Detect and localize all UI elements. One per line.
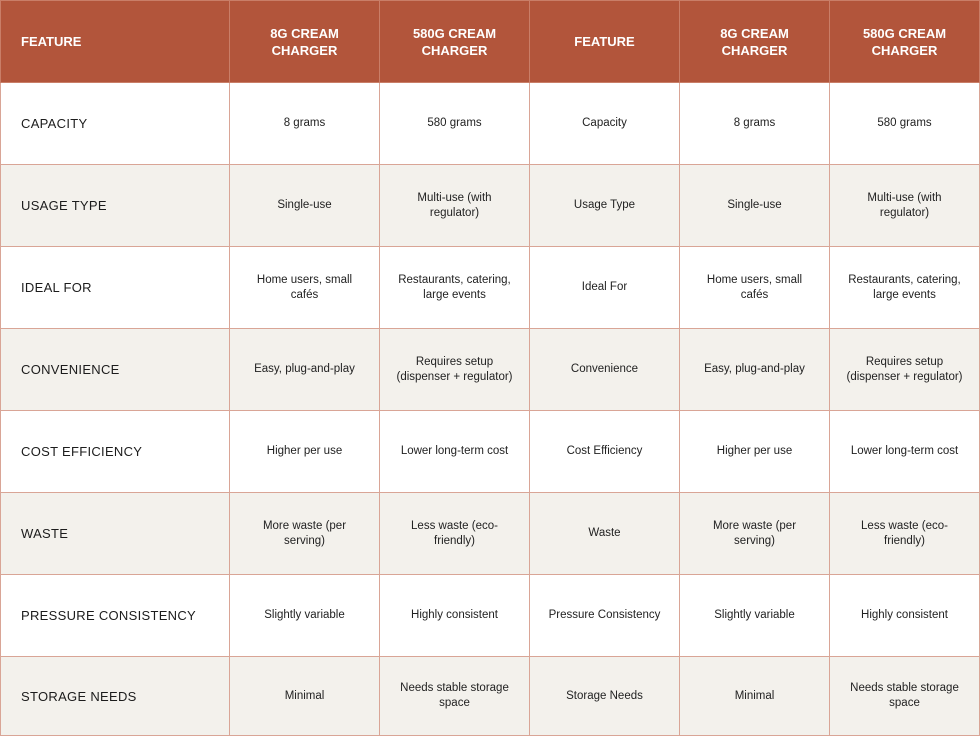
cell-580g: Restaurants, catering, large events [379, 246, 530, 329]
cell-feature-2: Usage Type [529, 164, 680, 247]
cell-8g-2: Single-use [679, 164, 830, 247]
row-feature: Usage Type [0, 164, 230, 247]
cell-8g: Minimal [229, 656, 380, 736]
cell-feature-2: Ideal For [529, 246, 680, 329]
cell-8g-2: Slightly variable [679, 574, 830, 657]
table-row: Convenience Easy, plug-and-play Requires… [0, 328, 980, 411]
cell-feature-2: Capacity [529, 82, 680, 165]
row-feature: Convenience [0, 328, 230, 411]
cell-8g: Slightly variable [229, 574, 380, 657]
header-row: Feature 8G Cream Charger 580G Cream Char… [0, 0, 980, 83]
cell-8g: 8 grams [229, 82, 380, 165]
header-580g-charger: 580G Cream Charger [379, 0, 530, 83]
row-feature: Ideal For [0, 246, 230, 329]
row-feature: Storage Needs [0, 656, 230, 736]
cell-8g: More waste (per serving) [229, 492, 380, 575]
cell-feature-2: Pressure Consistency [529, 574, 680, 657]
table-row: Usage Type Single-use Multi-use (with re… [0, 164, 980, 247]
cell-8g: Single-use [229, 164, 380, 247]
cell-8g: Higher per use [229, 410, 380, 493]
cell-580g-2: Highly consistent [829, 574, 980, 657]
cell-8g-2: Home users, small cafés [679, 246, 830, 329]
cell-8g-2: More waste (per serving) [679, 492, 830, 575]
table-body: Capacity 8 grams 580 grams Capacity 8 gr… [0, 82, 980, 736]
cell-580g: Less waste (eco-friendly) [379, 492, 530, 575]
header-feature: Feature [0, 0, 230, 83]
cell-feature-2: Cost Efficiency [529, 410, 680, 493]
cell-580g-2: Needs stable storage space [829, 656, 980, 736]
header-8g-charger-2: 8G Cream Charger [679, 0, 830, 83]
table-header: Feature 8G Cream Charger 580G Cream Char… [0, 0, 980, 83]
row-feature: Pressure Consistency [0, 574, 230, 657]
header-feature-2: Feature [529, 0, 680, 83]
cell-feature-2: Waste [529, 492, 680, 575]
cell-580g: Highly consistent [379, 574, 530, 657]
cell-580g: 580 grams [379, 82, 530, 165]
cell-580g: Needs stable storage space [379, 656, 530, 736]
cell-8g-2: Higher per use [679, 410, 830, 493]
cell-8g: Home users, small cafés [229, 246, 380, 329]
table-row: Cost Efficiency Higher per use Lower lon… [0, 410, 980, 493]
cell-580g: Lower long-term cost [379, 410, 530, 493]
cell-8g-2: Easy, plug-and-play [679, 328, 830, 411]
cell-580g: Requires setup (dispenser + regulator) [379, 328, 530, 411]
cell-580g-2: 580 grams [829, 82, 980, 165]
table-row: Storage Needs Minimal Needs stable stora… [0, 656, 980, 736]
cell-feature-2: Convenience [529, 328, 680, 411]
row-feature: Waste [0, 492, 230, 575]
cell-580g-2: Requires setup (dispenser + regulator) [829, 328, 980, 411]
row-feature: Cost Efficiency [0, 410, 230, 493]
cell-feature-2: Storage Needs [529, 656, 680, 736]
table-row: Waste More waste (per serving) Less wast… [0, 492, 980, 575]
cell-8g-2: 8 grams [679, 82, 830, 165]
cell-8g-2: Minimal [679, 656, 830, 736]
cell-580g-2: Multi-use (with regulator) [829, 164, 980, 247]
cell-580g-2: Restaurants, catering, large events [829, 246, 980, 329]
cell-580g: Multi-use (with regulator) [379, 164, 530, 247]
header-8g-charger: 8G Cream Charger [229, 0, 380, 83]
row-feature: Capacity [0, 82, 230, 165]
table-row: Ideal For Home users, small cafés Restau… [0, 246, 980, 329]
header-580g-charger-2: 580G Cream Charger [829, 0, 980, 83]
table-row: Pressure Consistency Slightly variable H… [0, 574, 980, 657]
cell-580g-2: Less waste (eco-friendly) [829, 492, 980, 575]
table-row: Capacity 8 grams 580 grams Capacity 8 gr… [0, 82, 980, 165]
cell-580g-2: Lower long-term cost [829, 410, 980, 493]
cell-8g: Easy, plug-and-play [229, 328, 380, 411]
